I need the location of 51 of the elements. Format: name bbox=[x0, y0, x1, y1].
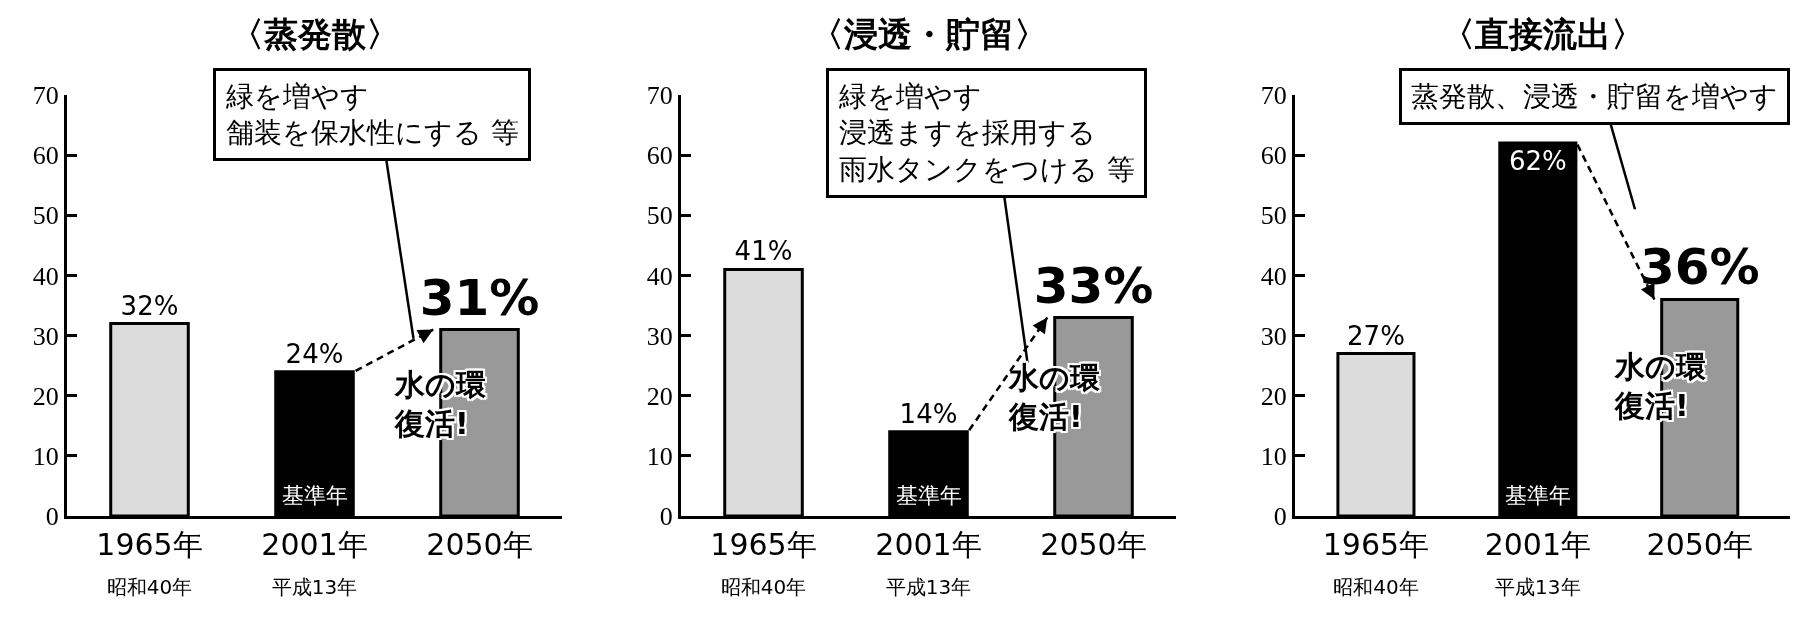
y-tick-label: 30 bbox=[32, 321, 59, 351]
y-tick-label: 70 bbox=[646, 81, 673, 111]
y-tick-label: 60 bbox=[1260, 141, 1287, 171]
data-label: 24% bbox=[285, 338, 344, 369]
x-tick-label: 2001年平成13年 bbox=[1484, 527, 1592, 599]
data-label: 31% bbox=[419, 268, 540, 327]
annotation: 緑を増やす浸透ますを採用する雨水タンクをつける 等 bbox=[838, 80, 1135, 186]
data-label: 41% bbox=[734, 236, 793, 267]
chart-title: 〈直接流出〉 bbox=[1440, 13, 1645, 54]
y-tick-label: 0 bbox=[45, 502, 59, 532]
y-tick-label: 40 bbox=[32, 261, 59, 291]
y-tick-label: 10 bbox=[646, 441, 673, 471]
x-tick-label: 1965年昭和40年 bbox=[710, 527, 817, 599]
y-tick-label: 20 bbox=[32, 381, 59, 411]
x-tick-label: 2001年平成13年 bbox=[875, 527, 982, 599]
x-tick-label: 2050年 bbox=[1040, 527, 1147, 562]
data-label: 36% bbox=[1639, 238, 1760, 297]
annotation: 基準年 bbox=[282, 483, 348, 508]
x-tick-label: 1965年昭和40年 bbox=[96, 527, 203, 599]
y-tick-label: 60 bbox=[646, 141, 673, 171]
annotation: 蒸発散、浸透・貯留を増やす bbox=[1411, 80, 1778, 113]
chart-title: 〈蒸発散〉 bbox=[229, 13, 400, 54]
x-tick-label: 2050年 bbox=[1646, 527, 1753, 562]
y-tick-label: 60 bbox=[32, 141, 59, 171]
y-tick-label: 20 bbox=[1260, 381, 1287, 411]
chart-title: 〈浸透・貯留〉 bbox=[809, 13, 1048, 54]
y-tick-label: 30 bbox=[1260, 321, 1287, 351]
data-label: 14% bbox=[899, 398, 958, 429]
y-tick-label: 0 bbox=[1273, 502, 1287, 532]
y-tick-label: 30 bbox=[646, 321, 673, 351]
data-label: 27% bbox=[1347, 320, 1405, 351]
data-label: 62% bbox=[1508, 146, 1567, 177]
y-tick-label: 10 bbox=[1260, 441, 1287, 471]
y-tick-label: 20 bbox=[646, 381, 673, 411]
y-tick-label: 50 bbox=[646, 201, 673, 231]
y-tick-label: 10 bbox=[32, 441, 59, 471]
y-tick-label: 70 bbox=[32, 81, 59, 111]
data-label: 33% bbox=[1033, 256, 1154, 315]
annotation: 基準年 bbox=[1505, 483, 1571, 508]
annotation: 緑を増やす舗装を保水性にする 等 bbox=[225, 80, 519, 150]
y-tick-label: 40 bbox=[1260, 261, 1287, 291]
annotation: 基準年 bbox=[896, 483, 962, 508]
y-tick-label: 50 bbox=[32, 201, 59, 231]
y-tick-label: 70 bbox=[1260, 81, 1287, 111]
x-tick-label: 1965年昭和40年 bbox=[1322, 527, 1430, 599]
data-label: 32% bbox=[120, 290, 179, 321]
x-tick-label: 2001年平成13年 bbox=[261, 527, 368, 599]
x-tick-label: 2050年 bbox=[426, 527, 533, 562]
y-tick-label: 0 bbox=[659, 502, 673, 532]
y-tick-label: 40 bbox=[646, 261, 673, 291]
y-tick-label: 50 bbox=[1260, 201, 1287, 231]
